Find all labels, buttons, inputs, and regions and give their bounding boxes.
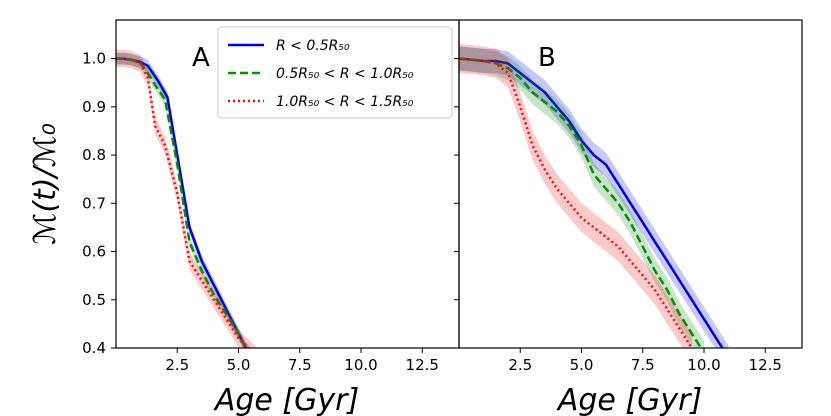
legend: R < 0.5R₅₀ 0.5R₅₀ < R < 1.0R₅₀ 1.0R₅₀ < … — [217, 26, 453, 119]
panel-a-letter: A — [192, 43, 210, 73]
legend-label-inner: R < 0.5R₅₀ — [276, 38, 350, 54]
panel-a-x-tick-label: 7.5 — [288, 356, 312, 374]
legend-label-outer: 1.0R₅₀ < R < 1.5R₅₀ — [276, 94, 414, 110]
legend-label-middle: 0.5R₅₀ < R < 1.0R₅₀ — [276, 66, 414, 82]
panel-a: 2.5 5.0 7.5 10.0 12.5 0.40.50.60.70.80.91.0 … — [82, 19, 460, 416]
panel-a-y-ticks: 0.4 0.5 0.6 0.7 0.8 0.9 1.0 — [82, 50, 116, 357]
panel-a-line-1 — [116, 57, 248, 348]
panel-b-line-0 — [459, 57, 724, 348]
panel-a-y-tick-label: 0.5 — [82, 291, 106, 309]
panel-b-x-tick-label: 12.5 — [749, 356, 782, 374]
y-axis-title: ℳ(t)/ℳ₀ — [28, 123, 63, 244]
panel-b-x-tick-label: 10.0 — [687, 356, 720, 374]
panel-b: 2.5 5.0 7.5 10.0 12.5 B Age [Gyr] — [454, 19, 803, 416]
panel-b-line-1 — [459, 57, 703, 348]
panel-a-y-tick-label: 0.8 — [82, 146, 106, 164]
panel-b-band-0 — [459, 46, 729, 348]
panel-a-series — [116, 49, 258, 348]
panel-a-x-ticks: 2.5 5.0 7.5 10.0 12.5 — [165, 348, 439, 374]
panel-b-letter: B — [538, 43, 556, 73]
panel-a-x-axis-title: Age [Gyr] — [213, 383, 359, 416]
panel-b-x-axis-title: Age [Gyr] — [556, 383, 702, 416]
panel-b-y-ticks — [454, 58, 459, 349]
panel-b-frame — [458, 19, 803, 349]
panel-a-y-tick-label: 0.7 — [82, 194, 106, 212]
panel-a-x-tick-label: 10.0 — [344, 356, 377, 374]
panel-a-line-2 — [116, 57, 251, 348]
panel-a-x-tick-label: 2.5 — [165, 356, 189, 374]
panel-b-x-ticks: 2.5 5.0 7.5 10.0 12.5 — [508, 348, 782, 374]
panel-b-band-2 — [459, 44, 692, 348]
panel-a-y-tick-label: 0.6 — [82, 243, 106, 261]
panel-a-y-tick-label: 0.4 — [82, 339, 106, 357]
panel-a-x-tick-label: 5.0 — [227, 356, 251, 374]
panel-a-y-tick-label: 1.0 — [82, 50, 106, 68]
panel-b-x-tick-label: 2.5 — [508, 356, 532, 374]
panel-a-y-tick-label: 0.9 — [82, 98, 106, 116]
panel-b-x-tick-label: 7.5 — [631, 356, 655, 374]
legend-box — [217, 26, 453, 119]
panel-b-series — [459, 44, 729, 348]
panel-b-x-tick-label: 5.0 — [570, 356, 594, 374]
panel-a-x-tick-label: 12.5 — [406, 356, 439, 374]
panel-b-band-1 — [459, 46, 704, 348]
